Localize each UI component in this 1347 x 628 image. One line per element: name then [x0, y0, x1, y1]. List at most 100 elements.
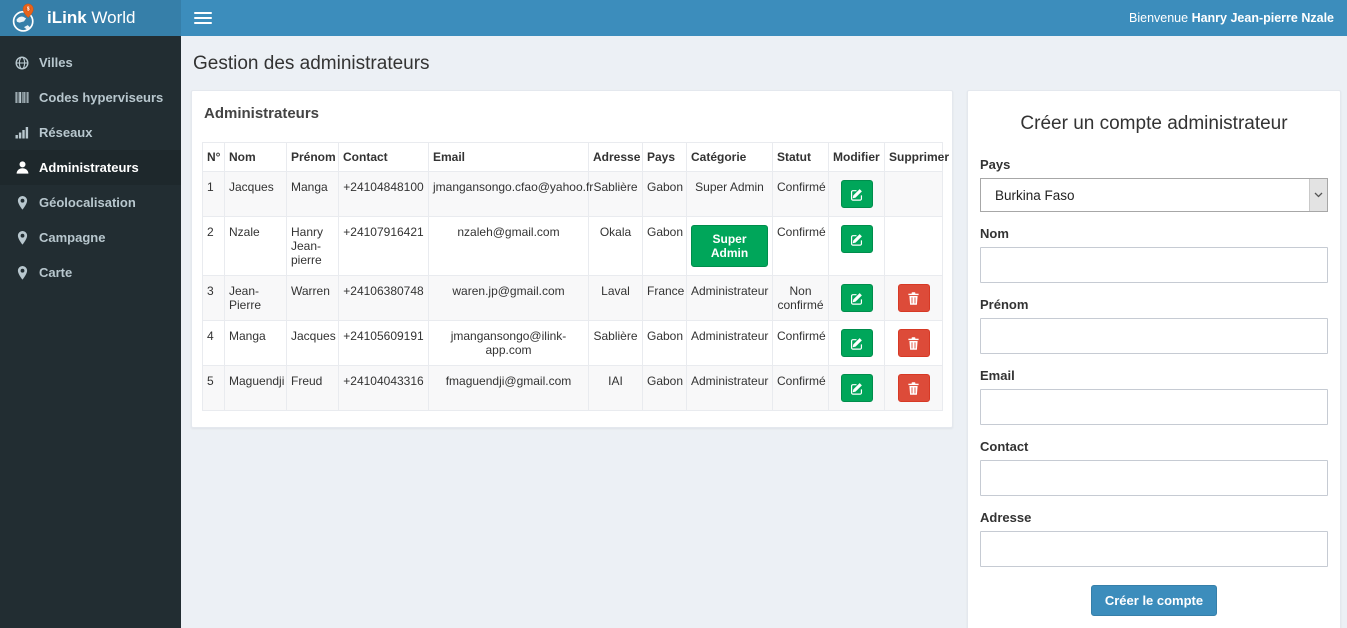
cell-categorie: Administrateur [686, 275, 773, 321]
prenom-field[interactable] [980, 318, 1328, 354]
cell-numero: 5 [202, 365, 225, 411]
welcome-user-name: Hanry Jean-pierre Nzale [1191, 11, 1334, 25]
adresse-field[interactable] [980, 531, 1328, 567]
cell-numero: 3 [202, 275, 225, 321]
brand[interactable]: $ iLink World [0, 0, 181, 36]
cell-statut: Confirmé [772, 320, 829, 366]
edit-pencil-icon [850, 292, 863, 305]
sidebar-item-label: Géolocalisation [39, 195, 136, 210]
cell-adresse: Sablière [588, 171, 643, 217]
barcode-icon [15, 91, 29, 105]
sidebar-item-label: Carte [39, 265, 73, 280]
cell-statut: Confirmé [772, 365, 829, 411]
edit-pencil-icon [850, 382, 863, 395]
pays-select[interactable]: Burkina Faso [980, 178, 1328, 212]
signal-bars-icon [15, 126, 29, 140]
delete-button[interactable] [897, 329, 930, 357]
cell-pays: France [642, 275, 687, 321]
sidebar-item-administrateurs[interactable]: Administrateurs [0, 150, 181, 185]
contact-label: Contact [980, 439, 1029, 454]
cell-pays: Gabon [642, 320, 687, 366]
map-marker-icon [15, 265, 29, 280]
admins-panel: Administrateurs N° Nom Prénom Contact [191, 90, 953, 428]
cell-nom: Manga [224, 320, 287, 366]
cell-pays: Gabon [642, 216, 687, 276]
delete-button[interactable] [897, 284, 930, 312]
cell-email: fmaguendji@gmail.com [428, 365, 589, 411]
table-row: 2 Nzale Hanry Jean-pierre +24107916421 n… [202, 216, 943, 276]
edit-button[interactable] [840, 374, 873, 402]
cell-supprimer [884, 275, 943, 321]
pays-label: Pays [980, 157, 1011, 172]
cell-adresse: Sablière [588, 320, 643, 366]
col-header-adresse: Adresse [588, 142, 643, 172]
sidebar-item-campagne[interactable]: Campagne [0, 220, 181, 255]
svg-text:$: $ [27, 7, 30, 13]
edit-button[interactable] [840, 329, 873, 357]
cell-prenom: Jacques [286, 320, 339, 366]
col-header-contact: Contact [338, 142, 429, 172]
page-title: Gestion des administrateurs [193, 53, 430, 74]
sidebar-item-label: Villes [39, 55, 73, 70]
cell-categorie: Super Admin [686, 216, 773, 276]
col-header-pays: Pays [642, 142, 687, 172]
cell-email: jmangansongo.cfao@yahoo.fr [428, 171, 593, 217]
col-header-email: Email [428, 142, 589, 172]
edit-button[interactable] [840, 225, 873, 253]
cell-prenom: Freud [286, 365, 339, 411]
col-header-prenom: Prénom [286, 142, 339, 172]
delete-button[interactable] [897, 374, 930, 402]
cell-modifier [828, 320, 885, 366]
cell-modifier [828, 216, 885, 276]
cell-numero: 4 [202, 320, 225, 366]
cell-categorie: Super Admin [686, 171, 773, 217]
cell-contact: +24104848100 [338, 171, 429, 217]
sidebar-item-geolocalisation[interactable]: Géolocalisation [0, 185, 181, 220]
trash-icon [908, 291, 919, 305]
map-marker-icon [15, 195, 29, 210]
cell-pays: Gabon [642, 365, 687, 411]
sidebar-item-codes-hyperviseurs[interactable]: Codes hyperviseurs [0, 80, 181, 115]
admins-table: N° Nom Prénom Contact Email Adresse Pays… [202, 142, 949, 411]
category-text: Administrateur [691, 374, 769, 388]
sidebar-toggle-icon[interactable] [194, 12, 212, 24]
table-row: 1 Jacques Manga +24104848100 jmangansong… [202, 171, 943, 217]
cell-email: nzaleh@gmail.com [428, 216, 589, 276]
cell-supprimer [884, 365, 943, 411]
welcome-prefix: Bienvenue [1129, 11, 1192, 25]
sidebar-item-villes[interactable]: Villes [0, 45, 181, 80]
nom-label: Nom [980, 226, 1009, 241]
create-admin-panel: Créer un compte administrateur Pays Burk… [967, 90, 1341, 628]
table-row: 4 Manga Jacques +24105609191 jmangansong… [202, 320, 943, 366]
contact-field[interactable] [980, 460, 1328, 496]
cell-contact: +24104043316 [338, 365, 429, 411]
trash-icon [908, 381, 919, 395]
sidebar-item-label: Campagne [39, 230, 106, 245]
cell-statut: Non confirmé [772, 275, 829, 321]
cell-modifier [828, 365, 885, 411]
nom-field[interactable] [980, 247, 1328, 283]
col-header-modifier: Modifier [828, 142, 885, 172]
admins-table-body: 1 Jacques Manga +24104848100 jmangansong… [202, 171, 943, 411]
brand-title: iLink World [47, 8, 136, 28]
user-icon [15, 161, 29, 175]
sidebar-item-label: Réseaux [39, 125, 93, 140]
content-area: Gestion des administrateurs Administrate… [181, 36, 1347, 628]
table-row: 3 Jean-Pierre Warren +24106380748 waren.… [202, 275, 943, 321]
create-account-button[interactable]: Créer le compte [1090, 585, 1218, 616]
pays-select-value: Burkina Faso [995, 187, 1075, 203]
cell-modifier [828, 171, 885, 217]
cell-adresse: Okala [588, 216, 643, 276]
sidebar-item-carte[interactable]: Carte [0, 255, 181, 290]
sidebar-item-reseaux[interactable]: Réseaux [0, 115, 181, 150]
edit-button[interactable] [840, 284, 873, 312]
category-button[interactable]: Super Admin [691, 225, 768, 267]
email-field[interactable] [980, 389, 1328, 425]
category-text: Administrateur [691, 284, 769, 298]
cell-contact: +24107916421 [338, 216, 429, 276]
navbar: Bienvenue Hanry Jean-pierre Nzale [181, 0, 1347, 36]
cell-nom: Nzale [224, 216, 287, 276]
col-header-nom: Nom [224, 142, 287, 172]
edit-button[interactable] [840, 180, 873, 208]
cell-modifier [828, 275, 885, 321]
